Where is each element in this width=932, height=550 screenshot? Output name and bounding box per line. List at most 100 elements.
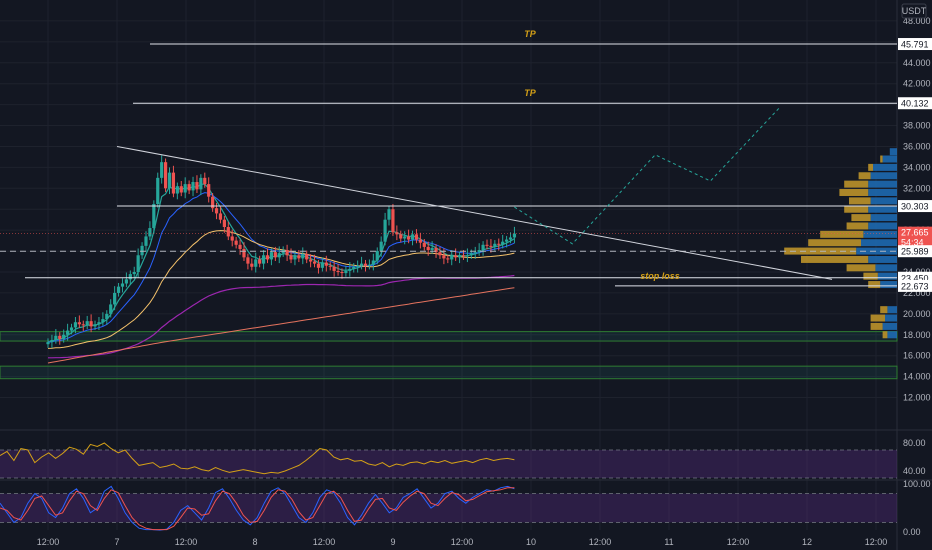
candle-body-up — [152, 204, 156, 229]
price-tick-label: 34.000 — [903, 162, 931, 172]
ema-fast-line — [47, 183, 515, 343]
candle-body-down — [218, 213, 223, 220]
price-tick-label: 32.000 — [903, 183, 931, 193]
time-tick-label: 7 — [114, 537, 119, 547]
price-tick-label: 44.000 — [903, 58, 931, 68]
candle-body-up — [481, 244, 485, 251]
candle-body-down — [203, 177, 207, 185]
candle-body-up — [73, 322, 78, 328]
candle-body-down — [391, 209, 395, 233]
volume-profile — [784, 148, 897, 339]
support-zone — [0, 365, 898, 380]
candle-body-down — [305, 254, 309, 260]
candle-body-down — [285, 250, 289, 256]
candle-body-up — [348, 268, 352, 271]
time-tick-label: 12:00 — [727, 537, 750, 547]
volume-profile-bar-up — [868, 222, 897, 230]
time-axis[interactable]: 12:00 7 12:00 8 12:00 9 12:00 10 12:00 11 12:00 12 1… — [37, 537, 888, 547]
candle-body-up — [46, 342, 50, 345]
candle-body-up — [493, 243, 497, 247]
candle-body-up — [113, 292, 117, 305]
candle-body-up — [101, 319, 105, 323]
candle-body-down — [258, 259, 262, 264]
candle-body-down — [273, 252, 277, 258]
candle-body-down — [340, 272, 344, 274]
candle-body-up — [344, 270, 348, 274]
volume-profile-bar-up — [880, 281, 897, 289]
support-zone — [0, 331, 898, 342]
candle-body-down — [226, 227, 230, 237]
volume-profile-bar-up — [863, 230, 897, 238]
stoch-rsi-pane — [0, 485, 897, 531]
candle-body-down — [497, 243, 501, 245]
stoch-d-line — [0, 487, 515, 531]
candle-body-up — [477, 250, 481, 253]
volume-profile-bar-up — [887, 331, 897, 339]
volume-profile-bar-up — [887, 306, 897, 314]
time-tick-label: 12:00 — [313, 537, 336, 547]
candle-body-down — [58, 335, 62, 339]
price-level-tag — [898, 97, 932, 110]
annotation-label: stop loss — [640, 271, 680, 281]
volume-profile-bar-up — [870, 214, 897, 222]
candle-body-up — [140, 245, 144, 256]
candle-body-up — [356, 265, 360, 267]
candle-body-down — [195, 182, 199, 190]
volume-profile-bar-down — [801, 255, 869, 263]
volume-profile-bar-up — [882, 155, 897, 163]
volume-profile-bar-up — [882, 322, 897, 330]
candle-body-up — [97, 322, 101, 325]
candle-body-up — [450, 255, 454, 260]
candle-body-up — [144, 236, 148, 246]
candle-body-down — [422, 242, 426, 247]
candle-body-up — [254, 259, 258, 267]
currency-badge-frame — [901, 3, 927, 19]
candle-body-up — [383, 219, 387, 242]
candle-body-up — [430, 247, 434, 251]
candle-body-down — [234, 240, 238, 245]
rsi-band — [0, 450, 897, 478]
time-tick-label: 8 — [252, 537, 257, 547]
candle-body-up — [128, 274, 132, 280]
stoch-tick-label: 100.00 — [903, 479, 931, 489]
volume-profile-bar-down — [820, 230, 864, 238]
candle-body-up — [371, 260, 375, 265]
candle-body-up — [375, 251, 379, 261]
candle-body-down — [265, 255, 270, 260]
currency-badge[interactable]: USDT — [901, 3, 927, 19]
candle-body-down — [171, 172, 176, 194]
candle-body-down — [442, 255, 446, 259]
time-tick-label: 12:00 — [865, 537, 888, 547]
candle-body-down — [461, 255, 466, 257]
candle-body-down — [485, 244, 489, 246]
volume-profile-bar-up — [861, 239, 897, 247]
annotation-label: TP — [524, 88, 536, 98]
candle-body-up — [160, 162, 164, 178]
candle-body-up — [124, 279, 128, 284]
candle-body-up — [301, 254, 305, 259]
price-tick-label: 36.000 — [903, 141, 931, 151]
price-level-tag — [898, 38, 932, 51]
countdown-label: 54:34 — [901, 238, 924, 248]
candle-body-up — [69, 327, 74, 331]
candle-body-up — [167, 172, 172, 189]
candle-body-down — [418, 239, 422, 243]
candle-body-up — [261, 255, 266, 264]
stoch-tick-label: 0.00 — [903, 527, 921, 537]
marker-price-tag — [898, 245, 932, 258]
price-level-label: 23.450 — [901, 273, 929, 283]
candle-body-up — [410, 234, 415, 240]
candle-body-up — [65, 330, 70, 335]
rsi-line — [0, 442, 515, 475]
volume-profile-bar-up — [868, 188, 897, 196]
candle-body-up — [62, 334, 66, 339]
candle-body-down — [289, 255, 293, 260]
price-tick-label: 18.000 — [903, 330, 931, 340]
candle-body-up — [54, 335, 58, 340]
candle-body-down — [222, 219, 226, 228]
candle-body-up — [457, 255, 462, 258]
volume-profile-bar-down — [851, 214, 871, 222]
candle-body-down — [336, 270, 340, 272]
price-axis[interactable]: 48.00046.00044.00042.00040.00038.00036.0… — [898, 16, 932, 537]
